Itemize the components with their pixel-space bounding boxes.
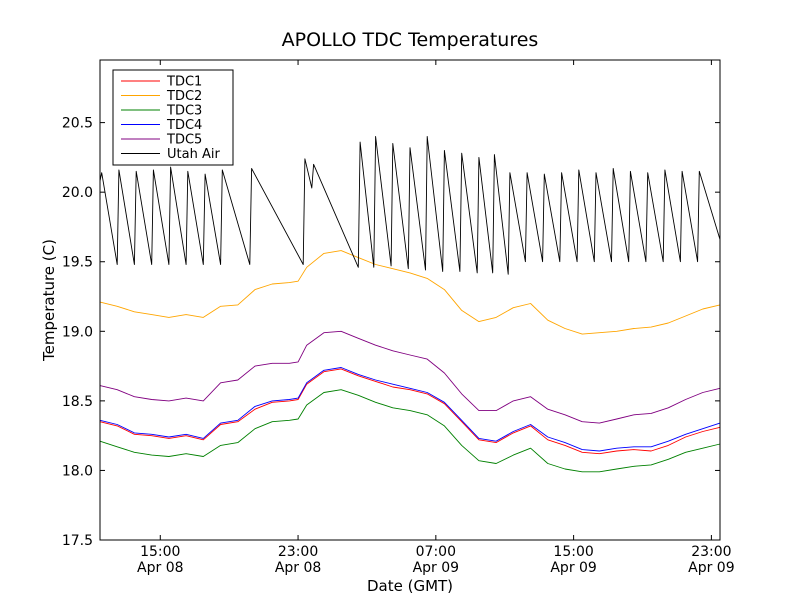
x-tick-time-label: 23:00: [278, 544, 318, 560]
series-line-tdc1: [99, 368, 721, 455]
legend-label: TDC3: [166, 104, 202, 119]
x-tick-time-label: 15:00: [553, 544, 593, 560]
legend-label: TDC1: [166, 75, 202, 90]
series-line-tdc2: [99, 250, 721, 335]
series-line-tdc4: [99, 367, 721, 452]
series-line-tdc3: [99, 389, 721, 473]
legend-label: TDC2: [166, 89, 202, 104]
x-axis-title: Date (GMT): [367, 577, 453, 595]
x-tick-time-label: 23:00: [691, 544, 731, 560]
legend-label: TDC5: [166, 133, 202, 148]
legend-label: TDC4: [166, 118, 202, 133]
y-tick-label: 17.5: [62, 533, 93, 549]
series-line-utah-air: [99, 136, 721, 275]
x-tick-date-label: Apr 09: [413, 560, 459, 576]
series-layer: [99, 136, 721, 473]
plot-frame: [99, 59, 721, 541]
y-tick-label: 18.0: [62, 463, 93, 479]
x-tick-date-label: Apr 09: [550, 560, 596, 576]
x-tick-time-label: 07:00: [416, 544, 456, 560]
x-tick-date-label: Apr 08: [275, 560, 321, 576]
chart-title: APOLLO TDC Temperatures: [282, 29, 539, 51]
legend-box: [112, 69, 234, 166]
y-tick-label: 18.5: [62, 394, 93, 410]
y-axis-title: Temperature (C): [40, 239, 58, 362]
legend-label: Utah Air: [167, 147, 220, 162]
y-tick-label: 19.5: [62, 255, 93, 271]
y-tick-label: 20.5: [62, 116, 93, 132]
x-tick-date-label: Apr 09: [688, 560, 734, 576]
x-tick-time-label: 15:00: [140, 544, 180, 560]
series-line-tdc5: [99, 330, 721, 424]
y-axis: 17.5 18.0 18.5 19.0 19.5 20.0 20.5: [62, 116, 720, 549]
y-tick-label: 20.0: [62, 185, 93, 201]
x-tick-date-label: Apr 08: [137, 560, 183, 576]
y-tick-label: 19.0: [62, 324, 93, 340]
